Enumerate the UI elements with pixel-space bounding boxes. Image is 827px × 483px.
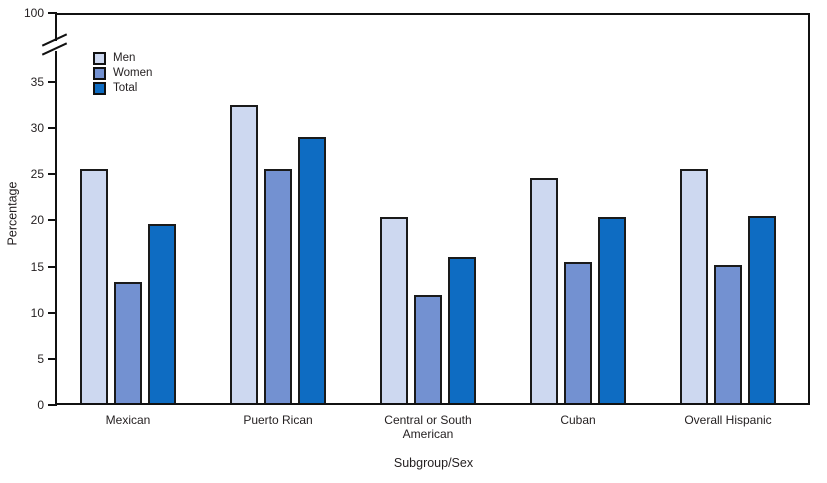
- bar-men: [380, 217, 408, 403]
- category-label: Cuban: [560, 413, 596, 427]
- y-axis-line-lower: [55, 51, 57, 405]
- legend-swatch-icon: [93, 51, 106, 65]
- y-tick-0-label: 0: [37, 398, 44, 412]
- y-axis-line-upper: [55, 13, 57, 41]
- y-tick-15-label: 15: [30, 259, 44, 274]
- bar-women: [114, 282, 142, 403]
- bar-total: [298, 137, 326, 403]
- y-tick-30-label: 30: [30, 121, 44, 136]
- x-axis-title: Subgroup/Sex: [393, 456, 474, 470]
- legend-item-women: Women: [93, 66, 152, 80]
- bar-women: [714, 265, 742, 403]
- y-tick-15-mark: [48, 265, 57, 268]
- bar-women: [264, 169, 292, 403]
- bar-men: [680, 169, 708, 403]
- bar-total: [748, 216, 776, 403]
- legend-label: Total: [113, 82, 138, 94]
- category-label: Overall Hispanic: [684, 413, 772, 427]
- y-tick-5-mark: [48, 357, 57, 360]
- bar-total: [148, 224, 176, 403]
- y-tick-top-mark: [48, 12, 57, 14]
- y-tick-20-label: 20: [30, 213, 44, 228]
- y-tick-10-mark: [48, 311, 57, 314]
- y-tick-10-label: 10: [30, 305, 44, 320]
- plot-area: Men Women Total: [41, 13, 810, 405]
- legend-swatch-icon: [93, 81, 106, 95]
- y-tick-0-mark: [48, 404, 57, 406]
- legend-item-total: Total: [93, 81, 152, 95]
- bar-total: [598, 217, 626, 403]
- bar-group-2: [380, 217, 476, 403]
- bar-group-0: [80, 169, 176, 403]
- legend-label: Men: [113, 52, 136, 64]
- y-tick-20-mark: [48, 219, 57, 222]
- bar-men: [230, 105, 258, 403]
- bar-total: [448, 257, 476, 403]
- y-tick-25-label: 25: [30, 167, 44, 182]
- bar-women: [564, 262, 592, 403]
- legend-swatch-icon: [93, 66, 106, 80]
- bar-men: [530, 178, 558, 403]
- category-label: Mexican: [105, 413, 151, 427]
- bar-group-4: [680, 169, 776, 403]
- bar-women: [414, 295, 442, 403]
- category-label: Central or South American: [384, 413, 472, 441]
- legend: Men Women Total: [93, 51, 152, 96]
- y-tick-top-label: 100: [23, 6, 44, 20]
- legend-item-men: Men: [93, 51, 152, 65]
- y-tick-30-mark: [48, 127, 57, 130]
- y-tick-35-mark: [48, 81, 57, 83]
- y-tick-25-mark: [48, 173, 57, 176]
- y-tick-5-label: 5: [37, 351, 44, 366]
- bar-group-1: [230, 105, 326, 403]
- category-label: Puerto Rican: [243, 413, 313, 427]
- legend-label: Women: [113, 67, 153, 79]
- bar-men: [80, 169, 108, 403]
- bar-group-3: [530, 178, 626, 403]
- y-tick-35-label: 35: [30, 75, 44, 89]
